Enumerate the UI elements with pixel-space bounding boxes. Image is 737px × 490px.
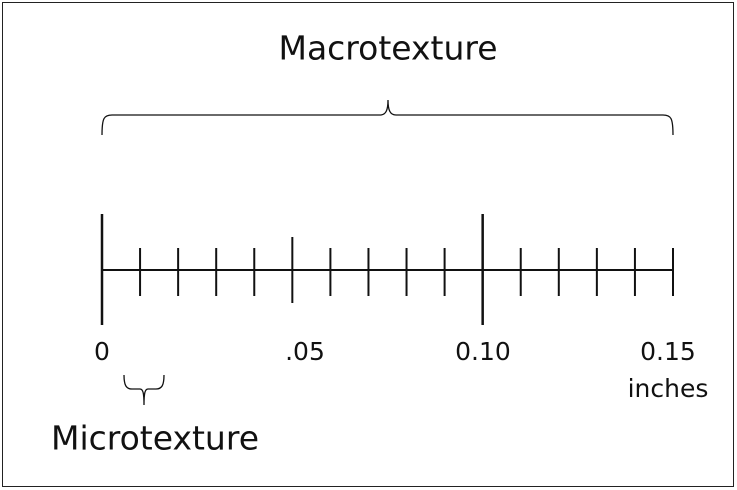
micro-brace	[123, 374, 165, 406]
scale-label: .05	[285, 337, 325, 366]
macro-brace	[101, 99, 674, 136]
ticks	[100, 214, 674, 325]
sub-label: Microtexture	[51, 419, 259, 458]
scale-label: 0.15	[640, 337, 696, 366]
scale-label: 0	[94, 337, 110, 366]
title: Macrotexture	[278, 29, 497, 68]
unit-label: inches	[628, 374, 709, 403]
scale-label: 0.10	[455, 337, 511, 366]
scale-labels: 0 .05 0.10 0.15	[94, 337, 696, 366]
